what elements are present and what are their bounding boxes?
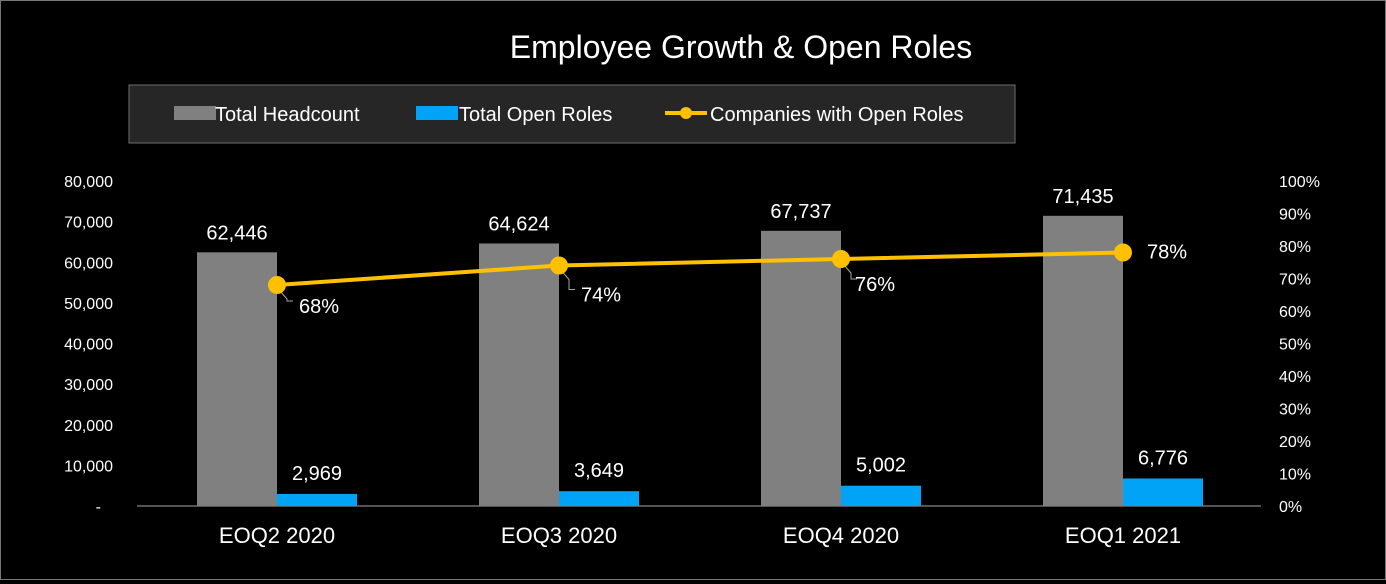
y-left-tick-label: 10,000: [64, 458, 113, 475]
y-right-tick-label: 40%: [1279, 369, 1311, 386]
y-left-tick-label: -: [96, 499, 101, 516]
x-tick-label: EOQ1 2021: [1065, 523, 1181, 548]
line-marker: [268, 276, 286, 294]
bar-total-open-roles: [559, 491, 639, 506]
y-left-tick-label: 70,000: [64, 215, 113, 232]
line-marker: [550, 256, 568, 275]
chart-title: Employee Growth & Open Roles: [510, 29, 972, 65]
line-marker: [832, 250, 850, 268]
bar-total-open-roles: [841, 485, 921, 506]
data-label-total-headcount: 64,624: [488, 213, 549, 235]
y-left-tick-label: 80,000: [64, 174, 113, 191]
data-label-companies-with-open-roles: 78%: [1147, 242, 1187, 264]
data-label-companies-with-open-roles: 68%: [299, 296, 339, 318]
y-right-tick-label: 10%: [1279, 467, 1311, 484]
data-label-total-headcount: 67,737: [770, 201, 831, 223]
y-left-tick-label: 20,000: [64, 418, 113, 435]
line-companies-with-open-roles: [276, 250, 1124, 287]
data-label-total-headcount: 62,446: [206, 222, 267, 244]
y-right-tick-label: 80%: [1279, 239, 1311, 256]
legend-swatch: [416, 106, 458, 120]
data-label-companies-with-open-roles: 76%: [855, 274, 895, 296]
y-right-tick-label: 0%: [1279, 499, 1302, 516]
bar-total-headcount: [761, 230, 841, 507]
y-right-tick-label: 90%: [1279, 207, 1311, 224]
x-tick-label: EOQ4 2020: [783, 523, 899, 548]
bar-total-headcount: [1043, 215, 1123, 506]
legend-marker: [680, 107, 692, 119]
leader-line: [279, 290, 293, 302]
y-right-tick-label: 20%: [1279, 434, 1311, 451]
bar-total-open-roles: [277, 493, 357, 506]
y-left-tick-label: 50,000: [64, 296, 113, 313]
legend-label: Companies with Open Roles: [710, 104, 963, 126]
legend-swatch: [174, 106, 216, 120]
data-label-total-open-roles: 3,649: [574, 460, 624, 482]
y-right-tick-label: 30%: [1279, 402, 1311, 419]
legend-box: [128, 84, 1016, 144]
data-label-total-open-roles: 5,002: [856, 455, 906, 477]
leader-line: [843, 264, 857, 280]
bar-total-headcount: [479, 243, 559, 506]
y-left-tick-label: 60,000: [64, 255, 113, 272]
bar-total-open-roles: [1123, 478, 1203, 506]
y-right-tick-label: 60%: [1279, 304, 1311, 321]
plot-area: - 10,000 20,000 30,000 40,000 50,000 60,000 70,…: [64, 174, 1320, 548]
data-label-total-open-roles: 6,776: [1138, 447, 1188, 469]
y-right-tick-label: 50%: [1279, 337, 1311, 354]
data-label-total-headcount: 71,435: [1052, 186, 1113, 208]
y-left-tick-label: 30,000: [64, 377, 113, 394]
leader-line: [561, 271, 575, 290]
y-right-tick-label: 100%: [1279, 174, 1320, 191]
x-tick-label: EOQ3 2020: [501, 523, 617, 548]
y-right-tick-label: 70%: [1279, 272, 1311, 289]
legend-label: Total Headcount: [215, 104, 360, 126]
legend-label: Total Open Roles: [459, 104, 612, 126]
y-left-tick-label: 40,000: [64, 337, 113, 354]
x-tick-label: EOQ2 2020: [219, 523, 335, 548]
data-label-companies-with-open-roles: 74%: [581, 285, 621, 307]
legend: Total Headcount Total Open Roles Companies…: [128, 84, 1016, 144]
line-marker: [1114, 243, 1132, 262]
bar-total-headcount: [197, 252, 277, 506]
data-label-total-open-roles: 2,969: [292, 463, 342, 485]
